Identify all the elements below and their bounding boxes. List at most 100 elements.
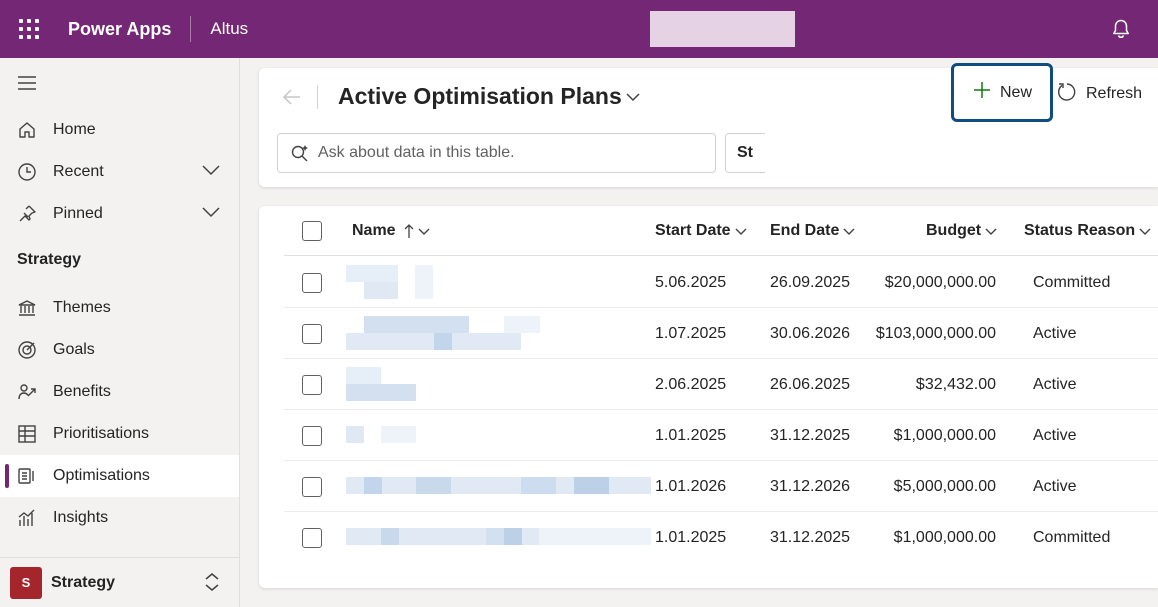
app-name[interactable]: Power Apps — [68, 18, 172, 39]
copilot-search-icon — [290, 143, 310, 163]
budget-cell: $103,000,000.00 — [875, 325, 996, 342]
view-title[interactable]: Active Optimisation Plans — [338, 83, 622, 109]
chevron-up-down-icon[interactable] — [203, 572, 221, 597]
app-launcher-icon — [19, 19, 39, 39]
view-header: Active Optimisation Plans New Refresh As… — [259, 63, 1158, 187]
area-switcher[interactable]: S Strategy — [0, 557, 239, 607]
sidebar-item-insights[interactable]: Insights — [0, 497, 239, 539]
chevron-down-icon[interactable] — [201, 163, 221, 182]
end-date-cell: 26.06.2025 — [770, 376, 851, 393]
column-header-budget[interactable]: Budget — [926, 222, 997, 240]
row-checkbox[interactable] — [302, 273, 322, 293]
chevron-down-icon[interactable] — [201, 205, 221, 224]
row-checkbox[interactable] — [302, 528, 322, 548]
refresh-button[interactable]: Refresh — [1056, 80, 1142, 108]
column-header-start-date[interactable]: Start Date — [655, 222, 747, 240]
sidebar: Home Recent Pinned Strategy Themes Goals… — [0, 58, 240, 607]
view-selector-chevron-icon[interactable] — [625, 90, 641, 108]
column-header-name[interactable]: Name — [352, 222, 430, 240]
hamburger-icon — [18, 76, 36, 90]
filter-chip[interactable]: St — [725, 133, 765, 173]
sidebar-item-label: Pinned — [53, 205, 103, 222]
budget-cell: $32,432.00 — [915, 376, 996, 393]
area-avatar: S — [10, 566, 42, 599]
area-name: Strategy — [51, 573, 116, 591]
status-reason-cell: Committed — [1033, 274, 1111, 291]
chevron-down-icon — [985, 226, 997, 236]
row-checkbox[interactable] — [302, 426, 322, 446]
sidebar-item-benefits[interactable]: Benefits — [0, 371, 239, 413]
chart-icon — [16, 507, 38, 529]
collapse-nav-button[interactable] — [17, 75, 37, 91]
status-reason-cell: Active — [1033, 427, 1077, 444]
column-header-status-reason[interactable]: Status Reason — [1024, 222, 1151, 240]
app-launcher-button[interactable] — [0, 0, 58, 58]
bell-icon — [1113, 19, 1129, 38]
start-date-cell: 1.01.2025 — [655, 427, 727, 444]
refresh-icon — [1056, 81, 1078, 108]
new-button[interactable]: New — [951, 63, 1053, 122]
sidebar-item-pinned[interactable]: Pinned — [0, 193, 239, 235]
sidebar-item-goals[interactable]: Goals — [0, 329, 239, 371]
start-date-cell: 2.06.2025 — [655, 376, 727, 393]
sidebar-item-label: Prioritisations — [53, 425, 150, 442]
sidebar-item-prioritisations[interactable]: Prioritisations — [0, 413, 239, 455]
end-date-cell: 31.12.2025 — [770, 427, 851, 444]
back-button[interactable] — [281, 86, 303, 108]
table-row[interactable]: 1.01.2026 31.12.2026 $5,000,000.00 Activ… — [284, 461, 1158, 512]
chevron-down-icon — [843, 226, 855, 236]
column-header-end-date[interactable]: End Date — [770, 222, 855, 240]
row-checkbox[interactable] — [302, 324, 322, 344]
status-reason-cell: Active — [1033, 376, 1077, 393]
sidebar-item-label: Insights — [53, 509, 109, 526]
table-row[interactable]: 2.06.2025 26.06.2025 $32,432.00 Active — [284, 359, 1158, 410]
table-row[interactable]: 1.01.2025 31.12.2025 $1,000,000.00 Activ… — [284, 410, 1158, 461]
table-icon — [16, 423, 38, 445]
environment-name[interactable]: Altus — [210, 19, 249, 38]
end-date-cell: 31.12.2025 — [770, 529, 851, 546]
sidebar-item-themes[interactable]: Themes — [0, 287, 239, 329]
sidebar-item-home[interactable]: Home — [0, 109, 239, 151]
clock-icon — [16, 161, 38, 183]
list-icon — [16, 465, 38, 487]
chevron-down-icon — [735, 226, 747, 236]
sort-ascending-icon — [404, 223, 414, 239]
pin-icon — [16, 203, 38, 225]
data-grid: Name Start Date End Date Budget Status R… — [259, 206, 1158, 588]
sidebar-item-label: Home — [53, 121, 96, 138]
table-row[interactable]: 1.01.2025 31.12.2025 $1,000,000.00 Commi… — [284, 512, 1158, 563]
row-checkbox[interactable] — [302, 477, 322, 497]
new-button-label: New — [999, 83, 1032, 101]
sidebar-item-recent[interactable]: Recent — [0, 151, 239, 193]
section-heading: Strategy — [17, 251, 82, 268]
refresh-button-label: Refresh — [1086, 85, 1143, 102]
end-date-cell: 31.12.2026 — [770, 478, 851, 495]
ask-data-placeholder: Ask about data in this table. — [318, 144, 515, 161]
start-date-cell: 5.06.2025 — [655, 274, 727, 291]
sidebar-item-label: Goals — [53, 341, 95, 358]
budget-cell: $1,000,000.00 — [893, 529, 996, 546]
table-row[interactable]: 5.06.2025 26.09.2025 $20,000,000.00 Comm… — [284, 257, 1158, 308]
ask-data-input[interactable]: Ask about data in this table. — [277, 133, 716, 173]
top-bar: Power Apps Altus — [0, 0, 1158, 58]
top-divider — [190, 16, 192, 42]
sidebar-item-label: Themes — [53, 299, 111, 316]
budget-cell: $5,000,000.00 — [893, 478, 996, 495]
sidebar-item-label: Recent — [53, 163, 104, 180]
sidebar-item-optimisations[interactable]: Optimisations — [0, 455, 239, 497]
bank-icon — [16, 297, 38, 319]
global-search-box[interactable] — [650, 11, 795, 47]
row-checkbox[interactable] — [302, 375, 322, 395]
sidebar-item-label: Optimisations — [53, 467, 150, 484]
header-divider — [317, 85, 318, 109]
target-icon — [16, 339, 38, 361]
sidebar-item-label: Benefits — [53, 383, 111, 400]
chevron-down-icon — [418, 226, 430, 236]
benefits-icon — [16, 381, 38, 403]
table-row[interactable]: 1.07.2025 30.06.2026 $103,000,000.00 Act… — [284, 308, 1158, 359]
budget-cell: $1,000,000.00 — [893, 427, 996, 444]
select-all-checkbox[interactable] — [302, 221, 322, 241]
back-arrow-icon — [282, 89, 300, 105]
start-date-cell: 1.07.2025 — [655, 325, 727, 342]
notifications-button[interactable] — [1106, 14, 1136, 44]
